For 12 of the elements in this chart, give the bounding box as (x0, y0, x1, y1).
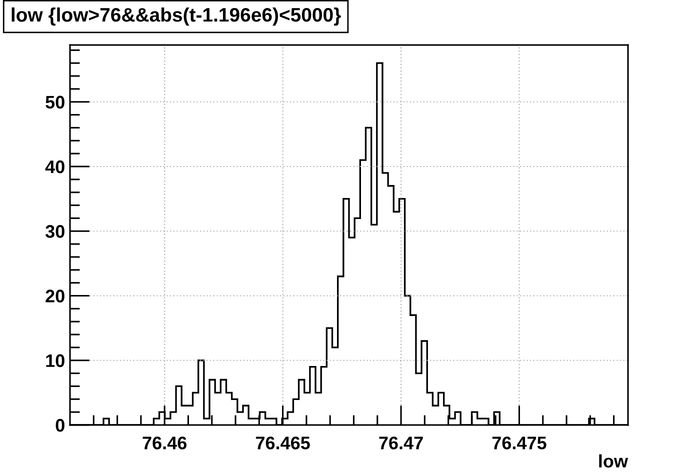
x-tick-label: 76.465 (256, 436, 310, 450)
y-tick-label: 0 (56, 418, 64, 432)
x-tick-label: 76.46 (142, 436, 187, 450)
y-tick-label: 50 (46, 96, 64, 109)
y-tick-label: 30 (45, 225, 64, 238)
x-axis-title: low (599, 454, 628, 468)
y-tick-label: 10 (46, 354, 64, 368)
x-tick-label: 76.475 (492, 436, 546, 450)
chart-title: low {low>76&&abs(t-1.196e6)<5000} (12, 7, 341, 26)
y-tick-label: 20 (46, 290, 64, 302)
y-tick-label: 40 (45, 160, 64, 174)
x-tick-label: 76.47 (379, 436, 423, 450)
